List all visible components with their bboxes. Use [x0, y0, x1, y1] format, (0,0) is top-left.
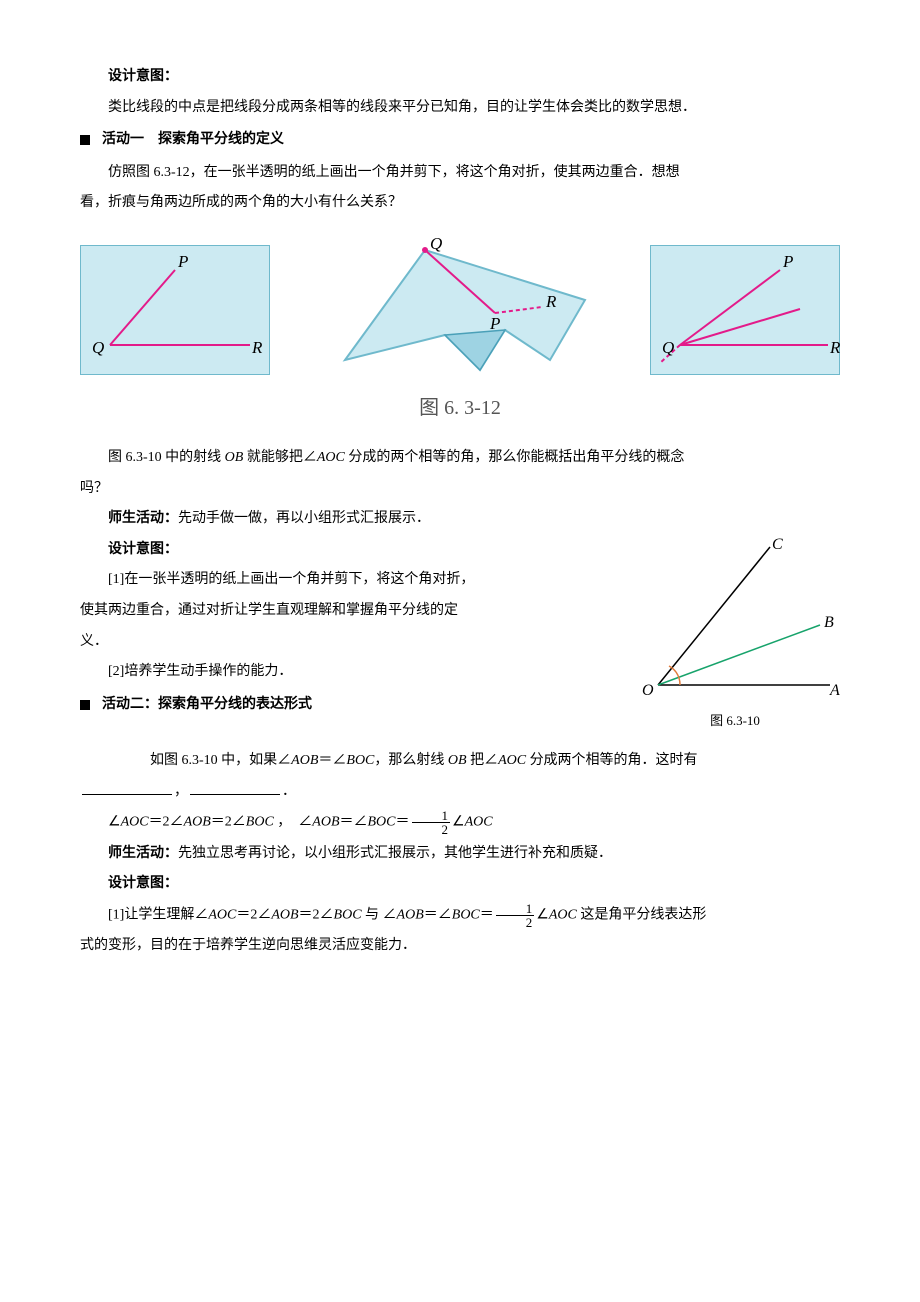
fig12-panel-3: P Q R: [650, 245, 840, 375]
math-aoc: AOC: [498, 753, 526, 768]
blank-2[interactable]: [190, 780, 280, 795]
fill-blanks: ，．: [80, 779, 840, 806]
sep: ，: [174, 784, 188, 799]
teacher-student-2: 师生活动：先独立思考再讨论，以小组形式汇报展示，其他学生进行补充和质疑．: [80, 841, 840, 868]
t: ∠: [108, 815, 121, 830]
blank-1[interactable]: [82, 780, 172, 795]
m: AOC: [549, 907, 577, 922]
activity-2-para: 如图 6.3-10 中，如果∠AOB＝∠BOC，那么射线 OB 把∠AOC 分成…: [80, 748, 840, 775]
svg-text:P: P: [489, 314, 500, 333]
txt: ＝∠: [318, 753, 346, 768]
txt: ，那么射线: [374, 753, 448, 768]
design-intent-text-1: 类比线段的中点是把线段分成两条相等的线段来平分已知角，目的让学生体会类比的数学思…: [80, 95, 840, 122]
m: AOB: [184, 815, 211, 830]
t: ＝∠: [424, 907, 452, 922]
t: ＝∠: [340, 815, 368, 830]
m: AOB: [312, 815, 339, 830]
activity-1-para-line1: 仿照图 6.3-12，在一张半透明的纸上画出一个角并剪下，将这个角对折，使其两边…: [80, 160, 840, 187]
den: 2: [412, 823, 451, 836]
num: 1: [496, 902, 535, 916]
svg-text:R: R: [545, 292, 557, 311]
ts-text: 先动手做一做，再以小组形式汇报展示．: [178, 511, 430, 526]
figure-6-3-10: O A B C 图 6.3-10: [630, 537, 840, 734]
m: BOC: [334, 907, 362, 922]
svg-text:Q: Q: [662, 338, 674, 357]
activity-1-heading: 活动一 探索角平分线的定义: [80, 127, 840, 154]
m: AOB: [271, 907, 298, 922]
bullet-icon: [80, 700, 90, 710]
equation-line: ∠AOC＝2∠AOB＝2∠BOC ， ∠AOB＝∠BOC＝12∠AOC: [80, 809, 840, 836]
bullet-icon: [80, 135, 90, 145]
figure-6-3-12-caption: 图 6. 3-12: [80, 389, 840, 427]
fraction-half: 12: [412, 809, 451, 836]
design-intent-label-1: 设计意图：: [80, 64, 840, 91]
den: 2: [496, 916, 535, 929]
math-ob: OB: [448, 753, 467, 768]
math-aoc: AOC: [317, 450, 345, 465]
ts-text: 先独立思考再讨论，以小组形式汇报展示，其他学生进行补充和质疑．: [178, 846, 612, 861]
di3-line1: [1]让学生理解∠AOC＝2∠AOB＝2∠BOC 与 ∠AOB＝∠BOC＝12∠…: [80, 902, 840, 929]
di3-line2: 式的变形，目的在于培养学生逆向思维灵活应变能力．: [80, 933, 840, 960]
m: AOC: [121, 815, 149, 830]
activity-2-title: 活动二：探索角平分线的表达形式: [102, 692, 312, 719]
t: ＝2∠: [211, 815, 246, 830]
svg-text:P: P: [782, 252, 793, 271]
fig10-svg: O A B C: [630, 537, 840, 697]
math-ob: OB: [225, 450, 244, 465]
svg-text:R: R: [829, 338, 840, 357]
m: BOC: [452, 907, 480, 922]
t: 这是角平分线表达形: [577, 907, 707, 922]
svg-text:P: P: [177, 252, 188, 271]
figure-6-3-10-caption: 图 6.3-10: [630, 709, 840, 734]
math-aob: AOB: [291, 753, 318, 768]
design-intent-label-3: 设计意图：: [80, 871, 840, 898]
txt: 把∠: [467, 753, 499, 768]
end: ．: [282, 784, 296, 799]
t: [1]让学生理解∠: [108, 907, 208, 922]
activity-1-title: 活动一 探索角平分线的定义: [102, 127, 284, 154]
txt: 分成的两个相等的角，那么你能概括出角平分线的概念: [345, 450, 685, 465]
t: ＝: [396, 815, 410, 830]
m: AOC: [208, 907, 236, 922]
concept-question-line2: 吗？: [80, 476, 840, 503]
m: AOB: [397, 907, 424, 922]
txt: 如图 6.3-10 中，如果∠: [150, 753, 291, 768]
svg-text:R: R: [251, 338, 263, 357]
t: ＝: [480, 907, 494, 922]
t: ， ∠: [274, 815, 313, 830]
m: BOC: [246, 815, 274, 830]
txt: 图 6.3-10 中的射线: [108, 450, 225, 465]
t: ∠: [536, 907, 549, 922]
fig12-panel-1: P Q R: [80, 245, 270, 375]
figure-6-3-12: P Q R Q P R P Q R: [80, 235, 840, 385]
ts-label: 师生活动：: [108, 511, 178, 526]
num: 1: [412, 809, 451, 823]
txt: 就能够把∠: [243, 450, 317, 465]
concept-question-line1: 图 6.3-10 中的射线 OB 就能够把∠AOC 分成的两个相等的角，那么你能…: [80, 445, 840, 472]
m: BOC: [368, 815, 396, 830]
svg-text:C: C: [772, 537, 783, 553]
ts-label: 师生活动：: [108, 846, 178, 861]
svg-text:B: B: [824, 614, 834, 631]
activity-2-heading: 活动二：探索角平分线的表达形式: [80, 692, 610, 719]
activity-1-para-line2: 看，折痕与角两边所成的两个角的大小有什么关系？: [80, 190, 840, 217]
svg-text:Q: Q: [430, 235, 442, 253]
math-boc: BOC: [346, 753, 374, 768]
txt: 分成两个相等的角．这时有: [526, 753, 698, 768]
fraction-half: 12: [496, 902, 535, 929]
t: ∠: [452, 815, 465, 830]
t: ＝2∠: [236, 907, 271, 922]
t: 与 ∠: [362, 907, 397, 922]
teacher-student-1: 师生活动：先动手做一做，再以小组形式汇报展示．: [80, 506, 840, 533]
svg-text:A: A: [829, 682, 840, 697]
fig12-panel-2: Q P R: [330, 235, 590, 385]
t: ＝2∠: [149, 815, 184, 830]
svg-text:Q: Q: [92, 338, 104, 357]
svg-text:O: O: [642, 682, 654, 697]
t: ＝2∠: [299, 907, 334, 922]
m: AOC: [465, 815, 493, 830]
